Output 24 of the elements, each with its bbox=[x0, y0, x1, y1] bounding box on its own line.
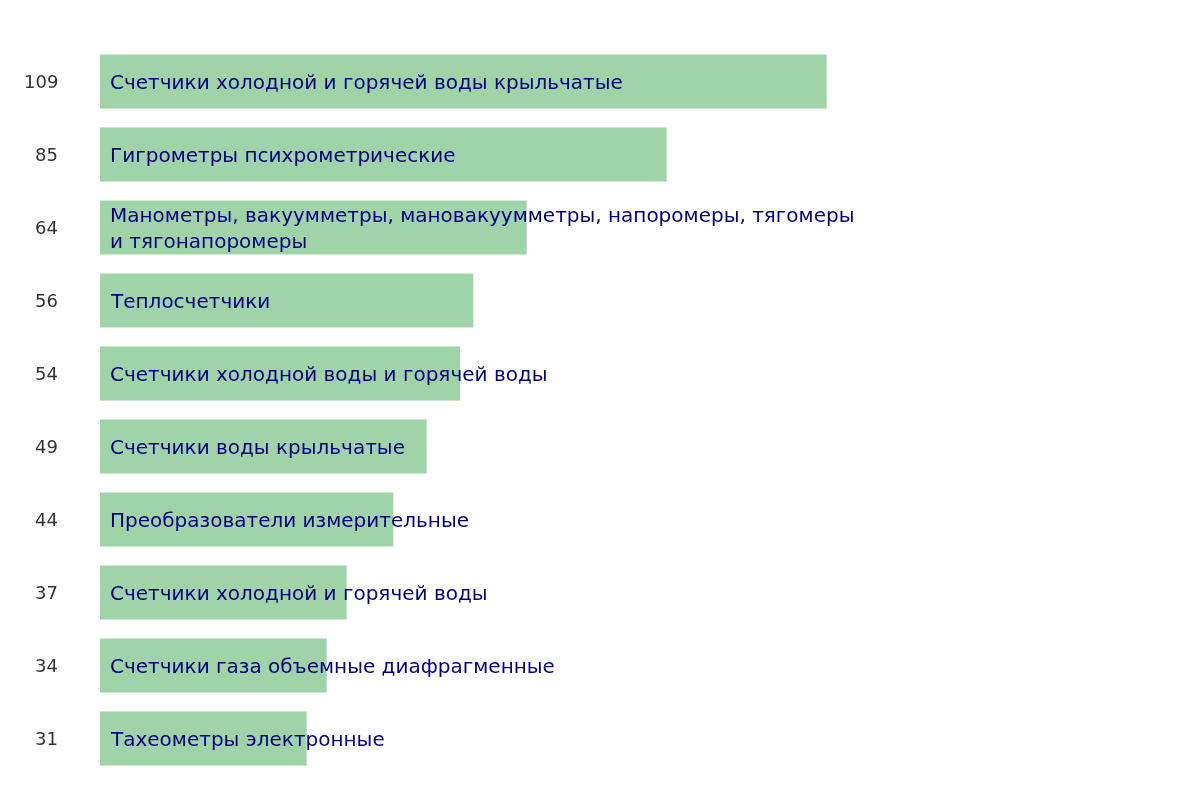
bar bbox=[100, 273, 474, 328]
y-tick-label: Счетчики холодной и горячей воды крыльчатые bbox=[110, 70, 623, 94]
data-label: 34 bbox=[35, 655, 58, 676]
y-tick-label: Преобразователи измерительные bbox=[110, 508, 469, 532]
y-tick-label: Манометры, вакуумметры, мановакуумметры, напоромеры, тягомеры и тягонапоромеры bbox=[110, 203, 855, 253]
data-label: 109 bbox=[24, 71, 59, 92]
data-label: 31 bbox=[35, 728, 58, 749]
y-tick-label: Гигрометры психрометрические bbox=[110, 143, 456, 167]
y-tick-label: Тахеометры электронные bbox=[110, 727, 385, 751]
data-label: 37 bbox=[35, 582, 58, 603]
data-label: 44 bbox=[35, 509, 58, 530]
data-label: 56 bbox=[35, 290, 58, 311]
y-tick-label: Счетчики холодной и горячей воды bbox=[110, 581, 488, 605]
data-label: 54 bbox=[35, 363, 58, 384]
y-tick-label: Счетчики холодной воды и горячей воды bbox=[110, 362, 548, 386]
y-tick-label: Счетчики воды крыльчатые bbox=[110, 435, 405, 459]
data-label: 49 bbox=[35, 436, 58, 457]
bar bbox=[100, 419, 427, 474]
bar bbox=[100, 54, 827, 109]
bar bbox=[100, 127, 667, 182]
data-label: 85 bbox=[35, 144, 58, 165]
y-tick-label: Счетчики газа объемные диафрагменные bbox=[110, 654, 555, 678]
y-tick-label: Теплосчетчики bbox=[110, 289, 271, 313]
data-label: 64 bbox=[35, 217, 58, 238]
